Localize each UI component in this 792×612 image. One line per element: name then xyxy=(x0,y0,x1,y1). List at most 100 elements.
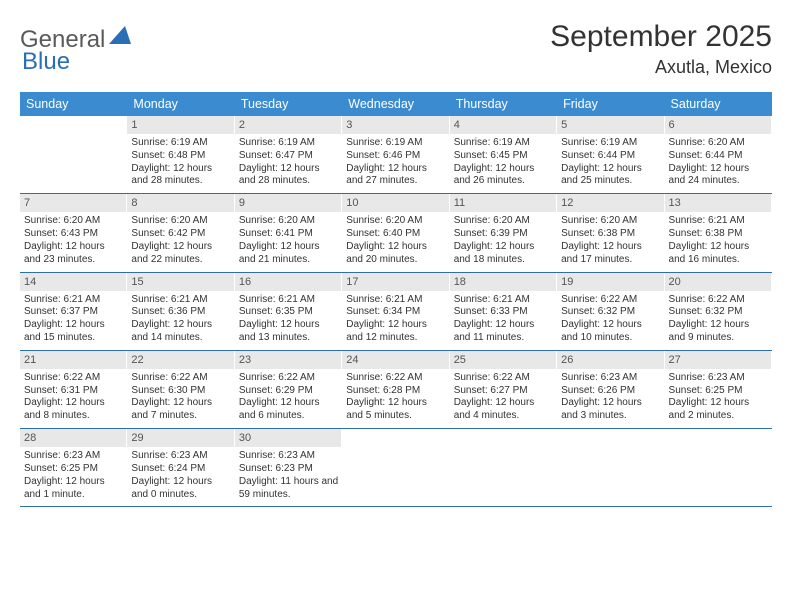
day-number: 19 xyxy=(557,273,664,291)
day-cell: 13 Sunrise: 6:21 AMSunset: 6:38 PMDayligh… xyxy=(665,194,772,271)
sunrise-text: Sunrise: 6:20 AM xyxy=(346,215,445,228)
day-details: Sunrise: 6:22 AMSunset: 6:27 PMDaylight:… xyxy=(454,372,553,423)
sunrise-text: Sunrise: 6:22 AM xyxy=(346,372,445,385)
day-cell: 24Sunrise: 6:22 AMSunset: 6:28 PMDayligh… xyxy=(342,351,449,428)
daylight-text: Daylight: 12 hours and 7 minutes. xyxy=(131,397,230,423)
day-details: Sunrise: 6:21 AMSunset: 6:33 PMDaylight:… xyxy=(454,294,553,345)
day-number: 6 xyxy=(665,116,772,134)
sunset-text: Sunset: 6:33 PM xyxy=(454,306,553,319)
day-number: 8 xyxy=(127,194,234,212)
day-number: 29 xyxy=(127,429,234,447)
header: General September 2025 Axutla, Mexico xyxy=(20,20,772,78)
daylight-text: Daylight: 12 hours and 21 minutes. xyxy=(239,241,338,267)
day-cell: 19Sunrise: 6:22 AMSunset: 6:32 PMDayligh… xyxy=(557,273,664,350)
day-details: Sunrise: 6:23 AMSunset: 6:25 PMDaylight:… xyxy=(669,372,768,423)
day-details: Sunrise: 6:21 AMSunset: 6:35 PMDaylight:… xyxy=(239,294,338,345)
day-cell-empty xyxy=(342,429,449,506)
day-number: 9 xyxy=(235,194,342,212)
day-number: 17 xyxy=(342,273,449,291)
day-cell: 1Sunrise: 6:19 AMSunset: 6:48 PMDaylight… xyxy=(127,116,234,193)
sunrise-text: Sunrise: 6:19 AM xyxy=(346,137,445,150)
weekday-header-cell: Wednesday xyxy=(342,92,449,116)
day-number xyxy=(557,429,664,447)
page: General September 2025 Axutla, Mexico Bl… xyxy=(0,0,792,612)
daylight-text: Daylight: 12 hours and 4 minutes. xyxy=(454,397,553,423)
day-details: Sunrise: 6:23 AMSunset: 6:24 PMDaylight:… xyxy=(131,450,230,501)
daylight-text: Daylight: 12 hours and 20 minutes. xyxy=(346,241,445,267)
sunrise-text: Sunrise: 6:22 AM xyxy=(24,372,123,385)
sunset-text: Sunset: 6:27 PM xyxy=(454,385,553,398)
daylight-text: Daylight: 12 hours and 23 minutes. xyxy=(24,241,123,267)
day-cell: 15 Sunrise: 6:21 AMSunset: 6:36 PMDayligh… xyxy=(127,273,234,350)
sunset-text: Sunset: 6:41 PM xyxy=(239,228,338,241)
day-details: Sunrise: 6:20 AMSunset: 6:42 PMDaylight:… xyxy=(131,215,230,266)
day-cell: 3Sunrise: 6:19 AMSunset: 6:46 PMDaylight… xyxy=(342,116,449,193)
day-cell: 20Sunrise: 6:22 AMSunset: 6:32 PMDayligh… xyxy=(665,273,772,350)
sunrise-text: Sunrise: 6:22 AM xyxy=(561,294,660,307)
weeks-container: 1Sunrise: 6:19 AMSunset: 6:48 PMDaylight… xyxy=(20,116,772,507)
sunset-text: Sunset: 6:38 PM xyxy=(669,228,768,241)
sunrise-text: Sunrise: 6:23 AM xyxy=(239,450,338,463)
sunset-text: Sunset: 6:42 PM xyxy=(131,228,230,241)
daylight-text: Daylight: 12 hours and 0 minutes. xyxy=(131,476,230,502)
sunset-text: Sunset: 6:40 PM xyxy=(346,228,445,241)
day-cell: 30Sunrise: 6:23 AMSunset: 6:23 PMDayligh… xyxy=(235,429,342,506)
weekday-header-cell: Tuesday xyxy=(235,92,342,116)
sunset-text: Sunset: 6:37 PM xyxy=(24,306,123,319)
day-details: Sunrise: 6:20 AMSunset: 6:39 PMDaylight:… xyxy=(454,215,553,266)
day-cell: 14Sunrise: 6:21 AMSunset: 6:37 PMDayligh… xyxy=(20,273,127,350)
sunset-text: Sunset: 6:45 PM xyxy=(454,150,553,163)
sunset-text: Sunset: 6:25 PM xyxy=(24,463,123,476)
day-cell: 29 Sunrise: 6:23 AMSunset: 6:24 PMDayligh… xyxy=(127,429,234,506)
sunrise-text: Sunrise: 6:21 AM xyxy=(131,294,230,307)
day-details: Sunrise: 6:23 AMSunset: 6:26 PMDaylight:… xyxy=(561,372,660,423)
weekday-header-row: SundayMondayTuesdayWednesdayThursdayFrid… xyxy=(20,92,772,116)
daylight-text: Daylight: 12 hours and 8 minutes. xyxy=(24,397,123,423)
daylight-text: Daylight: 12 hours and 11 minutes. xyxy=(454,319,553,345)
day-details: Sunrise: 6:21 AMSunset: 6:36 PMDaylight:… xyxy=(131,294,230,345)
day-cell: 8 Sunrise: 6:20 AMSunset: 6:42 PMDaylight… xyxy=(127,194,234,271)
day-number: 15 xyxy=(127,273,234,291)
day-details: Sunrise: 6:23 AMSunset: 6:23 PMDaylight:… xyxy=(239,450,338,501)
sunrise-text: Sunrise: 6:19 AM xyxy=(454,137,553,150)
sunset-text: Sunset: 6:44 PM xyxy=(561,150,660,163)
sunrise-text: Sunrise: 6:23 AM xyxy=(131,450,230,463)
daylight-text: Daylight: 12 hours and 24 minutes. xyxy=(669,163,768,189)
daylight-text: Daylight: 11 hours and 59 minutes. xyxy=(239,476,338,502)
sunrise-text: Sunrise: 6:22 AM xyxy=(131,372,230,385)
day-number: 23 xyxy=(235,351,342,369)
day-number: 18 xyxy=(450,273,557,291)
sunrise-text: Sunrise: 6:23 AM xyxy=(561,372,660,385)
day-number: 12 xyxy=(557,194,664,212)
day-cell-empty xyxy=(665,429,772,506)
day-details: Sunrise: 6:21 AMSunset: 6:38 PMDaylight:… xyxy=(669,215,768,266)
day-number: 14 xyxy=(20,273,127,291)
day-details: Sunrise: 6:21 AMSunset: 6:34 PMDaylight:… xyxy=(346,294,445,345)
sunrise-text: Sunrise: 6:20 AM xyxy=(561,215,660,228)
sunset-text: Sunset: 6:32 PM xyxy=(561,306,660,319)
sunset-text: Sunset: 6:26 PM xyxy=(561,385,660,398)
daylight-text: Daylight: 12 hours and 18 minutes. xyxy=(454,241,553,267)
title-block: September 2025 Axutla, Mexico xyxy=(550,20,772,78)
sunrise-text: Sunrise: 6:21 AM xyxy=(24,294,123,307)
daylight-text: Daylight: 12 hours and 12 minutes. xyxy=(346,319,445,345)
day-cell: 22Sunrise: 6:22 AMSunset: 6:30 PMDayligh… xyxy=(127,351,234,428)
sunrise-text: Sunrise: 6:22 AM xyxy=(239,372,338,385)
sunset-text: Sunset: 6:44 PM xyxy=(669,150,768,163)
sunset-text: Sunset: 6:29 PM xyxy=(239,385,338,398)
logo-text-blue-wrap: Blue xyxy=(24,48,70,76)
weekday-header-cell: Saturday xyxy=(665,92,772,116)
day-number xyxy=(665,429,772,447)
sunrise-text: Sunrise: 6:22 AM xyxy=(454,372,553,385)
daylight-text: Daylight: 12 hours and 17 minutes. xyxy=(561,241,660,267)
day-cell: 5Sunrise: 6:19 AMSunset: 6:44 PMDaylight… xyxy=(557,116,664,193)
daylight-text: Daylight: 12 hours and 26 minutes. xyxy=(454,163,553,189)
day-details: Sunrise: 6:19 AMSunset: 6:47 PMDaylight:… xyxy=(239,137,338,188)
day-number: 5 xyxy=(557,116,664,134)
day-cell: 26Sunrise: 6:23 AMSunset: 6:26 PMDayligh… xyxy=(557,351,664,428)
daylight-text: Daylight: 12 hours and 25 minutes. xyxy=(561,163,660,189)
day-number: 13 xyxy=(665,194,772,212)
sunset-text: Sunset: 6:47 PM xyxy=(239,150,338,163)
sunrise-text: Sunrise: 6:23 AM xyxy=(669,372,768,385)
sunrise-text: Sunrise: 6:20 AM xyxy=(454,215,553,228)
